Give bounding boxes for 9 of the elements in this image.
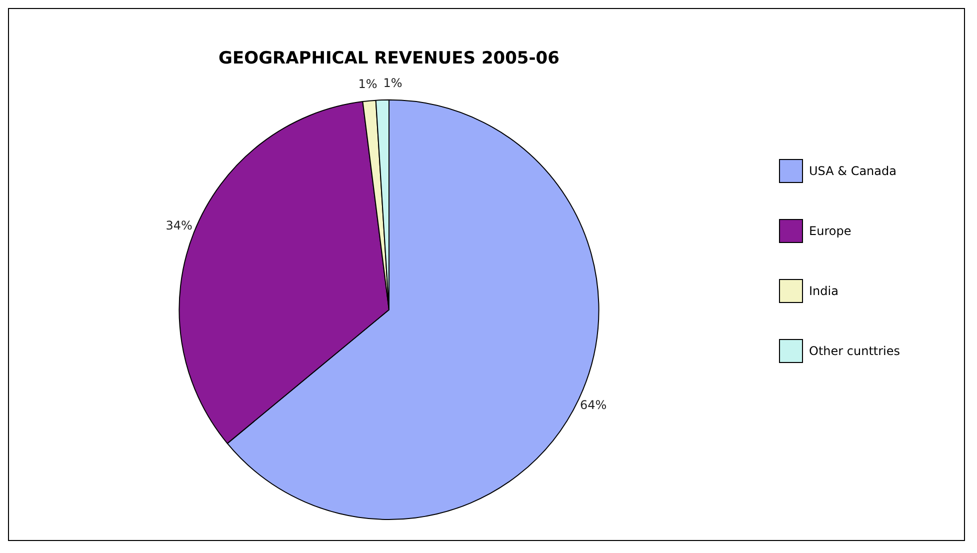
legend-label: USA & Canada — [809, 164, 896, 178]
legend-label: Other cunttries — [809, 344, 900, 358]
data-label: 1% — [383, 76, 402, 90]
legend-label: Europe — [809, 224, 852, 238]
legend-label: India — [809, 284, 838, 298]
data-label: 64% — [580, 398, 607, 412]
data-label: 34% — [166, 218, 192, 233]
data-label: 1% — [358, 77, 378, 92]
chart-title: GEOGRAPHICAL REVENUES 2005-06 — [218, 48, 560, 69]
